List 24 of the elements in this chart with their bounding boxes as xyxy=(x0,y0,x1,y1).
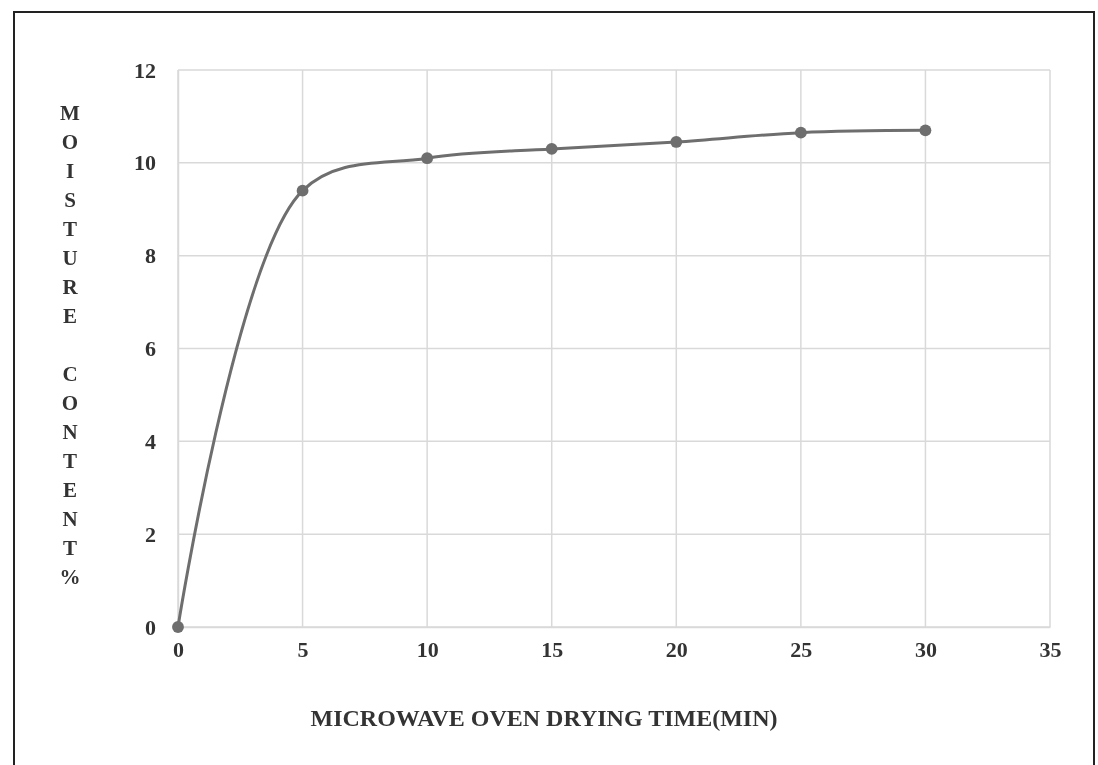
x-tick-label: 25 xyxy=(790,636,813,662)
y-tick-label: 10 xyxy=(134,150,156,176)
x-tick-label: 5 xyxy=(297,636,309,662)
x-tick-label: 10 xyxy=(416,636,439,662)
x-axis-title: MICROWAVE OVEN DRYING TIME(MIN) xyxy=(310,705,778,731)
point xyxy=(172,621,184,633)
point xyxy=(919,124,932,137)
x-tick-label: 20 xyxy=(665,636,688,662)
point xyxy=(421,152,434,165)
x-tick-label: 30 xyxy=(914,636,937,662)
point xyxy=(545,143,558,155)
point xyxy=(670,136,683,148)
y-tick-label: 0 xyxy=(145,614,156,640)
point xyxy=(794,126,807,139)
x-tick-label: 0 xyxy=(173,636,184,662)
x-tick-label: 15 xyxy=(541,636,564,662)
y-tick-label: 4 xyxy=(145,428,156,454)
point xyxy=(296,184,309,197)
y-tick-label: 12 xyxy=(134,57,156,83)
text: MOISTURE CONTENT% xyxy=(59,101,81,589)
y-tick-label: 8 xyxy=(145,243,156,269)
x-tick-label: 35 xyxy=(1039,636,1062,662)
y-tick-label: 6 xyxy=(145,336,156,362)
y-tick-label: 2 xyxy=(145,521,156,547)
